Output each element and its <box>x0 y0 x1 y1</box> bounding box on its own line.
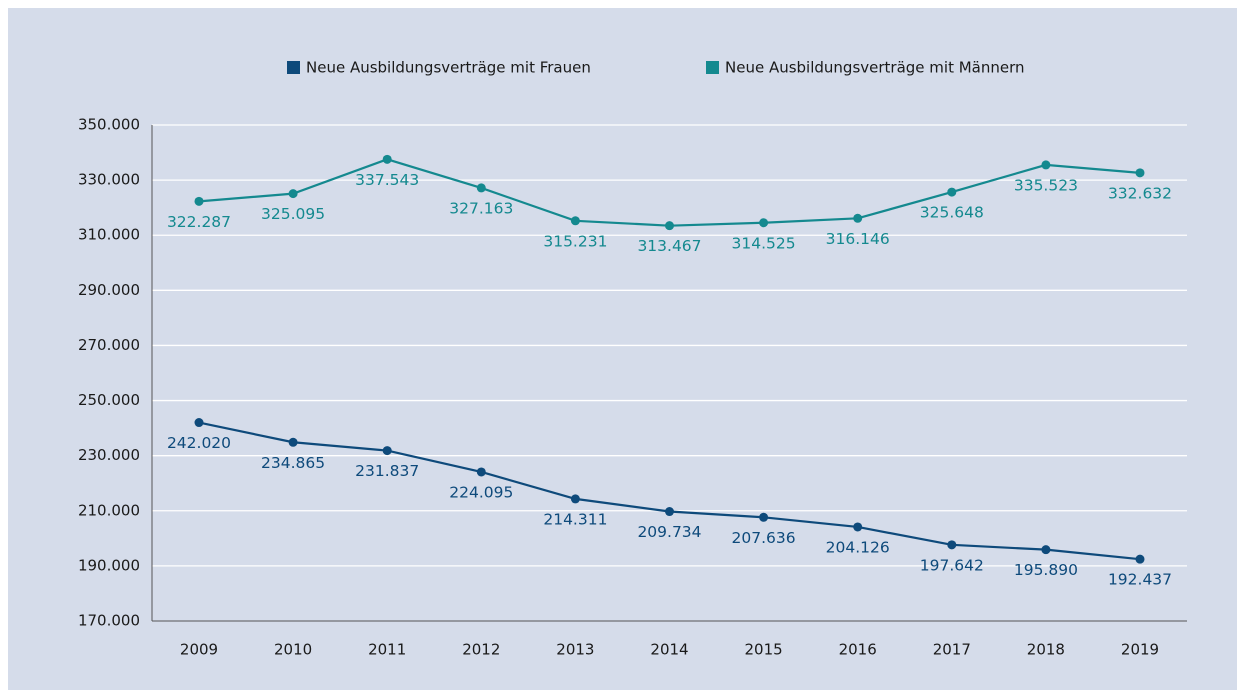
data-label: 224.095 <box>449 483 513 501</box>
y-tick-label: 210.000 <box>78 501 140 519</box>
data-point <box>853 522 863 532</box>
x-tick-label: 2013 <box>556 641 594 659</box>
data-label: 327.163 <box>449 199 513 217</box>
data-label: 231.837 <box>355 462 419 480</box>
x-tick-label: 2018 <box>1027 641 1065 659</box>
data-label: 242.020 <box>167 434 231 452</box>
data-label: 214.311 <box>543 510 607 528</box>
data-label: 209.734 <box>637 523 701 541</box>
data-point <box>1135 168 1145 178</box>
data-label: 234.865 <box>261 454 325 472</box>
data-point <box>288 189 298 199</box>
data-point <box>947 540 957 550</box>
legend-label: Neue Ausbildungsverträge mit Frauen <box>306 59 591 77</box>
x-tick-label: 2009 <box>180 641 218 659</box>
data-label: 315.231 <box>543 232 607 250</box>
data-point <box>476 467 486 477</box>
x-tick-label: 2017 <box>933 641 971 659</box>
y-tick-label: 190.000 <box>78 556 140 574</box>
legend-swatch <box>706 61 719 74</box>
y-tick-label: 250.000 <box>78 391 140 409</box>
data-label: 204.126 <box>826 538 890 556</box>
data-label: 313.467 <box>637 237 701 255</box>
data-label: 316.146 <box>826 230 890 248</box>
x-tick-label: 2014 <box>650 641 688 659</box>
data-point <box>382 446 392 456</box>
data-label: 325.648 <box>920 204 984 222</box>
data-label: 197.642 <box>920 556 984 574</box>
chart-background <box>8 8 1237 690</box>
y-tick-label: 290.000 <box>78 281 140 299</box>
data-label: 207.636 <box>732 529 796 547</box>
y-tick-label: 310.000 <box>78 226 140 244</box>
data-point <box>194 418 204 428</box>
legend-swatch <box>287 61 300 74</box>
data-label: 332.632 <box>1108 184 1172 202</box>
y-tick-label: 270.000 <box>78 336 140 354</box>
y-tick-label: 350.000 <box>78 116 140 134</box>
data-label: 322.287 <box>167 213 231 231</box>
data-label: 325.095 <box>261 205 325 223</box>
data-label: 195.890 <box>1014 561 1078 579</box>
x-tick-label: 2011 <box>368 641 406 659</box>
x-tick-label: 2016 <box>839 641 877 659</box>
data-point <box>288 437 298 447</box>
data-point <box>759 218 769 228</box>
data-point <box>1041 545 1051 555</box>
data-point <box>665 221 674 231</box>
x-tick-label: 2015 <box>745 641 783 659</box>
data-point <box>570 494 580 504</box>
y-tick-label: 230.000 <box>78 446 140 464</box>
data-point <box>1135 554 1145 564</box>
data-label: 335.523 <box>1014 176 1078 194</box>
y-tick-label: 170.000 <box>78 612 140 630</box>
data-label: 337.543 <box>355 171 419 189</box>
data-label: 314.525 <box>732 234 796 252</box>
x-tick-label: 2010 <box>274 641 312 659</box>
data-point <box>1041 160 1051 170</box>
y-tick-label: 330.000 <box>78 171 140 189</box>
data-point <box>853 213 863 223</box>
data-point <box>947 187 957 197</box>
data-point <box>382 154 392 164</box>
legend-label: Neue Ausbildungsverträge mit Männern <box>725 59 1025 77</box>
data-point <box>759 512 769 522</box>
data-point <box>665 507 674 517</box>
x-tick-label: 2019 <box>1121 641 1159 659</box>
data-point <box>476 183 486 193</box>
data-point <box>194 196 204 206</box>
x-tick-label: 2012 <box>462 641 500 659</box>
data-label: 192.437 <box>1108 571 1172 589</box>
data-point <box>570 216 580 226</box>
